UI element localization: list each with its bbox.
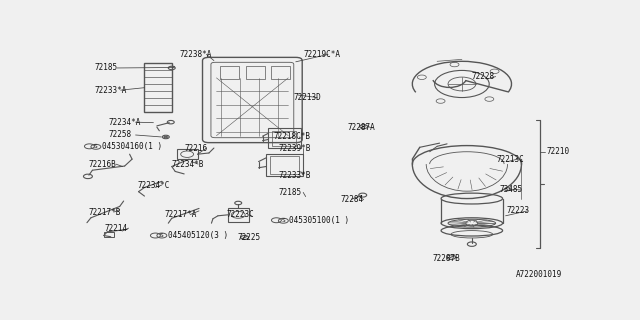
Text: 72234*A: 72234*A [109,118,141,127]
Text: 72287B: 72287B [432,254,460,263]
Text: S: S [94,144,98,149]
Text: 72238*A: 72238*A [179,50,212,59]
Bar [228,208,248,222]
Bar [269,128,301,148]
Text: 72284: 72284 [340,195,364,204]
Text: 72228: 72228 [472,72,495,81]
Text: 72214: 72214 [105,224,128,233]
Bar [271,66,291,79]
Text: 72225: 72225 [237,234,261,243]
Text: 72216: 72216 [184,144,207,153]
Bar [145,63,172,112]
Text: A722001019: A722001019 [516,270,562,279]
Text: 72213C: 72213C [497,155,524,164]
Text: 72233*B: 72233*B [278,171,311,180]
Bar [273,131,296,146]
Text: 72210: 72210 [547,147,570,156]
Text: 72217*B: 72217*B [89,208,122,217]
Text: 72239*B: 72239*B [278,144,311,153]
Text: 72213D: 72213D [293,93,321,102]
Text: 72234*C: 72234*C [137,180,170,189]
Bar [104,232,114,237]
Text: 72216B: 72216B [89,160,116,169]
Text: 72234*B: 72234*B [172,160,204,169]
Text: 72218C*B: 72218C*B [273,132,310,141]
Text: 72185: 72185 [278,188,301,197]
Text: 72219C*A: 72219C*A [303,50,340,59]
Text: 72223C: 72223C [227,210,254,219]
Bar [246,66,264,79]
Bar [177,149,198,159]
Bar [266,154,303,176]
Text: 72258: 72258 [109,130,132,139]
Text: 045405120(3 ): 045405120(3 ) [168,231,228,240]
Text: S: S [160,233,164,238]
Bar [270,156,299,174]
Text: 72185: 72185 [95,63,118,72]
Text: 045304160(1 ): 045304160(1 ) [102,142,162,151]
Text: 72287A: 72287A [348,123,376,132]
Text: S: S [282,218,285,223]
Text: 045305100(1 ): 045305100(1 ) [289,216,349,225]
Text: 73485: 73485 [499,185,522,195]
Text: 72233*A: 72233*A [95,86,127,95]
Text: 72223: 72223 [507,206,530,215]
Bar [220,66,239,79]
Text: 72217*A: 72217*A [164,210,196,219]
